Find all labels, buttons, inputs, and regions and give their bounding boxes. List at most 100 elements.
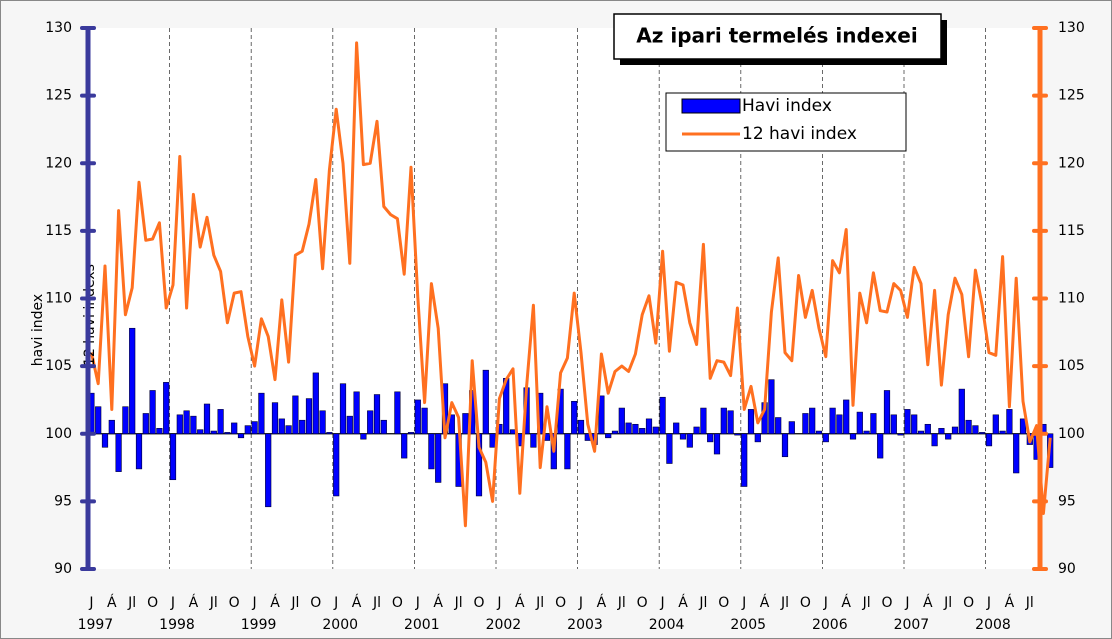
- x-tick-label: Á: [760, 594, 770, 611]
- year-label: 2006: [812, 617, 848, 633]
- bar: [231, 422, 238, 435]
- y2-tick-label: 105: [1058, 358, 1085, 374]
- bar: [251, 421, 258, 435]
- bar: [285, 425, 292, 435]
- x-tick-label: J: [170, 595, 175, 611]
- bar: [720, 407, 727, 435]
- year-label: 1999: [241, 617, 277, 633]
- x-tick-label: J: [333, 595, 338, 611]
- x-tick-label: O: [963, 595, 974, 611]
- bar: [95, 406, 102, 435]
- legend-swatch: [681, 98, 741, 114]
- bar: [333, 433, 340, 497]
- x-tick-label: O: [800, 595, 811, 611]
- x-tick-label: J: [496, 595, 501, 611]
- bar: [367, 410, 374, 435]
- bar: [666, 433, 673, 464]
- year-label: 2000: [322, 617, 358, 633]
- y2-tick-label: 120: [1058, 155, 1085, 171]
- bar: [992, 414, 999, 435]
- x-tick-label: O: [229, 595, 240, 611]
- bar: [265, 433, 272, 508]
- bar: [414, 399, 421, 435]
- bar: [299, 419, 306, 435]
- x-tick-label: Á: [107, 594, 117, 611]
- bar: [190, 415, 197, 435]
- bar: [741, 433, 748, 487]
- bar: [339, 383, 347, 435]
- line: [89, 41, 1052, 528]
- year-label: 2003: [567, 617, 603, 633]
- y2-tick-label: 115: [1058, 223, 1085, 239]
- bar: [237, 433, 245, 439]
- bar: [679, 433, 687, 440]
- y2-tick-label: 130: [1058, 20, 1085, 36]
- bar: [788, 421, 795, 435]
- bar: [108, 419, 115, 435]
- bar: [802, 413, 809, 435]
- bar: [985, 433, 993, 447]
- bar: [945, 433, 952, 440]
- bar: [421, 407, 428, 435]
- y2-tick-label: 95: [1058, 493, 1076, 509]
- legend-label: 12 havi index: [742, 124, 857, 144]
- bar: [605, 433, 612, 439]
- bar: [822, 433, 829, 443]
- bar: [965, 419, 972, 435]
- bar: [1006, 409, 1013, 435]
- bar: [482, 369, 489, 435]
- y-tick-label: 105: [45, 358, 72, 374]
- bar: [373, 394, 381, 435]
- x-tick-label: O: [637, 595, 648, 611]
- y-axis-label: havi index: [30, 294, 46, 366]
- x-tick-label: J: [578, 595, 583, 611]
- y-tick-label: 115: [45, 223, 72, 239]
- bar: [244, 425, 251, 435]
- bar: [883, 390, 891, 435]
- x-tick-label: J: [415, 595, 420, 611]
- bar: [407, 432, 415, 435]
- bar: [897, 433, 904, 436]
- year-label: 2004: [649, 617, 685, 633]
- bar: [394, 391, 401, 435]
- x-tick-label: J: [823, 595, 828, 611]
- x-tick-label: Jl: [209, 595, 218, 611]
- bar: [625, 422, 632, 435]
- bar: [877, 433, 884, 459]
- bar: [142, 413, 149, 435]
- bar: [843, 399, 850, 435]
- x-tick-label: Jl: [1025, 595, 1034, 611]
- bar: [931, 433, 938, 447]
- x-tick-label: Á: [597, 594, 607, 611]
- bar: [1013, 433, 1020, 474]
- x-tick-label: J: [252, 595, 257, 611]
- bar: [353, 391, 360, 435]
- bar: [815, 430, 823, 435]
- bar: [101, 433, 109, 448]
- bar: [754, 433, 761, 443]
- y-tick-label: 90: [54, 561, 72, 577]
- year-label: 2002: [486, 617, 522, 633]
- bar: [870, 413, 877, 435]
- bar: [564, 433, 571, 470]
- bar: [917, 430, 925, 435]
- bar: [904, 409, 911, 435]
- bar: [611, 430, 619, 435]
- x-tick-label: J: [660, 595, 665, 611]
- x-tick-label: O: [473, 595, 484, 611]
- bar: [278, 418, 285, 435]
- bar: [632, 423, 639, 435]
- bar: [489, 433, 496, 448]
- x-tick-label: Á: [352, 594, 362, 611]
- bar: [319, 410, 326, 435]
- bar: [938, 428, 945, 435]
- x-tick-label: O: [147, 595, 158, 611]
- x-tick-label: Jl: [780, 595, 789, 611]
- bar: [530, 433, 537, 448]
- y2-tick-label: 100: [1058, 426, 1085, 442]
- x-tick-label: O: [310, 595, 321, 611]
- x-tick-label: Á: [515, 594, 525, 611]
- y-tick-label: 125: [45, 88, 72, 104]
- y2-tick-label: 110: [1058, 291, 1085, 307]
- bar: [360, 433, 367, 440]
